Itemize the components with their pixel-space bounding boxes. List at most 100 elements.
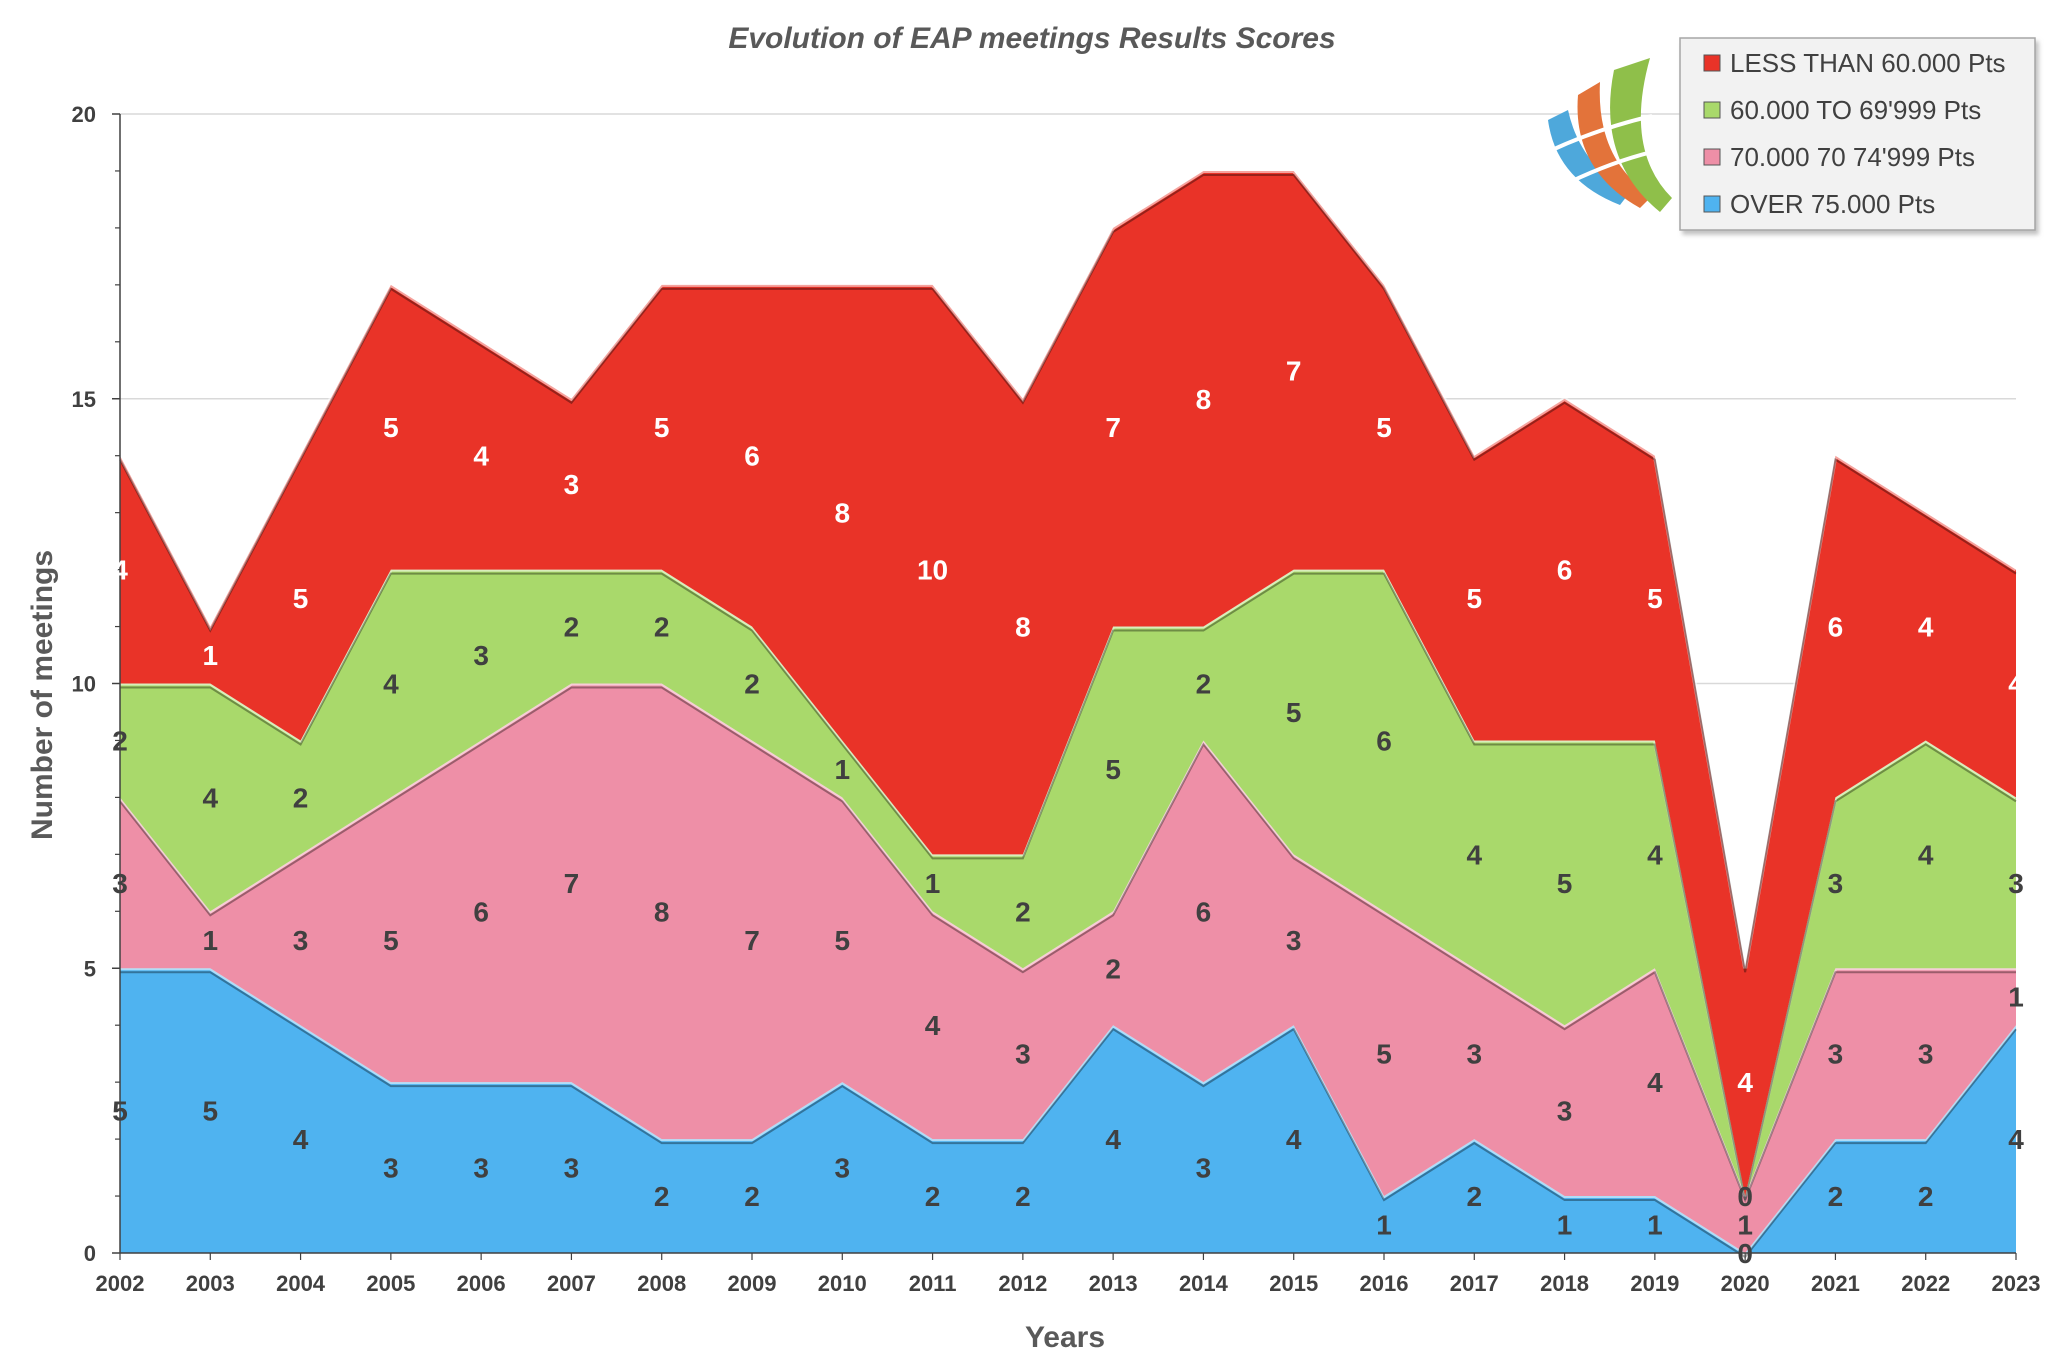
legend-label: 70.000 70 74'999 Pts [1730, 142, 1975, 172]
data-label-series-0: 3 [383, 1153, 399, 1184]
x-tick-label: 2023 [1992, 1271, 2041, 1296]
legend-swatch [1703, 101, 1721, 119]
data-label-series-1: 8 [654, 896, 670, 927]
data-label-series-0: 4 [2008, 1124, 2024, 1155]
data-label-series-0: 2 [1015, 1181, 1031, 1212]
logo-arc-orange [1577, 82, 1652, 208]
data-label-series-3: 5 [1466, 583, 1482, 614]
y-tick-label: 0 [84, 1241, 96, 1266]
area-edge-3 [119, 173, 2017, 973]
data-label-series-3: 7 [1286, 355, 1302, 386]
eap-logo [1548, 58, 1672, 212]
area-highlight-3 [118, 168, 2018, 969]
data-label-series-1: 4 [925, 1010, 941, 1041]
axes [112, 113, 2017, 1260]
x-tick-label: 2002 [96, 1271, 145, 1296]
data-label-series-2: 2 [654, 612, 670, 643]
data-label-series-0: 1 [1647, 1210, 1663, 1241]
data-label-series-2: 1 [925, 868, 941, 899]
data-label-series-1: 6 [1196, 896, 1212, 927]
y-tick-label: 15 [72, 387, 96, 412]
data-label-series-3: 5 [1376, 412, 1392, 443]
data-label-series-2: 2 [744, 669, 760, 700]
x-tick-label: 2015 [1269, 1271, 1318, 1296]
data-label-series-2: 2 [112, 725, 128, 756]
data-label-series-3: 6 [1828, 612, 1844, 643]
data-label-series-0: 2 [1918, 1181, 1934, 1212]
data-label-series-3: 5 [383, 412, 399, 443]
data-label-series-3: 5 [293, 583, 309, 614]
x-tick-label: 2011 [909, 1271, 957, 1296]
data-label-series-0: 5 [112, 1096, 128, 1127]
data-label-series-0: 4 [293, 1124, 309, 1155]
data-label-series-2: 2 [564, 612, 580, 643]
data-label-series-2: 2 [1196, 669, 1212, 700]
data-label-series-1: 3 [1918, 1039, 1934, 1070]
legend-label: LESS THAN 60.000 Pts [1730, 48, 2006, 78]
legend-swatch [1703, 148, 1721, 166]
data-label-series-1: 3 [293, 925, 309, 956]
data-label-series-3: 4 [1737, 1067, 1753, 1098]
x-tick-label: 2017 [1450, 1271, 1499, 1296]
legend-label: 60.000 TO 69'999 Pts [1730, 95, 1981, 125]
data-label-series-2: 6 [1376, 725, 1392, 756]
data-label-series-3: 4 [473, 441, 489, 472]
area-edge-2 [120, 572, 2017, 1201]
x-tick-label: 2008 [637, 1271, 686, 1296]
data-label-series-2: 4 [383, 669, 399, 700]
data-label-series-3: 4 [112, 555, 128, 586]
data-label-series-3: 8 [834, 498, 850, 529]
x-tick-label: 2019 [1630, 1271, 1679, 1296]
data-label-series-3: 4 [1918, 612, 1934, 643]
data-label-series-1: 1 [1737, 1210, 1753, 1241]
legend-swatch [1703, 54, 1721, 72]
data-label-series-0: 3 [1196, 1153, 1212, 1184]
x-tick-label: 2020 [1721, 1271, 1770, 1296]
data-label-series-1: 4 [1647, 1067, 1663, 1098]
data-label-series-2: 3 [2008, 868, 2024, 899]
data-label-series-3: 6 [744, 441, 760, 472]
area-series-1 [120, 683, 2016, 1253]
x-tick-label: 2021 [1811, 1271, 1860, 1296]
data-label-series-2: 2 [293, 782, 309, 813]
data-label-series-1: 5 [1376, 1039, 1392, 1070]
data-label-series-3: 5 [654, 412, 670, 443]
logo-arc-green [1610, 58, 1672, 212]
data-label-series-0: 2 [925, 1181, 941, 1212]
data-label-series-0: 4 [1105, 1124, 1121, 1155]
data-label-series-1: 5 [834, 925, 850, 956]
data-label-series-1: 1 [2008, 982, 2024, 1013]
y-tick-label: 20 [72, 102, 96, 127]
data-label-series-2: 4 [1918, 839, 1934, 870]
x-tick-label: 2005 [366, 1271, 415, 1296]
data-label-series-1: 1 [202, 925, 218, 956]
data-label-series-1: 3 [1286, 925, 1302, 956]
data-label-series-1: 3 [112, 868, 128, 899]
y-tick-label: 10 [72, 672, 96, 697]
x-tick-label: 2009 [728, 1271, 777, 1296]
x-tick-label: 2014 [1179, 1271, 1229, 1296]
chart-title: Evolution of EAP meetings Results Scores [728, 22, 1335, 55]
data-label-series-1: 6 [473, 896, 489, 927]
y-tick-label: 5 [84, 956, 96, 981]
data-label-series-2: 2 [1015, 896, 1031, 927]
data-label-series-0: 5 [202, 1096, 218, 1127]
data-label-series-3: 8 [1196, 384, 1212, 415]
data-label-series-3: 3 [564, 469, 580, 500]
data-label-series-2: 0 [1737, 1181, 1753, 1212]
data-label-series-3: 10 [917, 555, 948, 586]
area-series-3 [120, 170, 2016, 1197]
data-label-series-2: 5 [1557, 868, 1573, 899]
data-label-series-3: 4 [2008, 669, 2024, 700]
x-tick-label: 2003 [186, 1271, 235, 1296]
data-label-series-1: 7 [744, 925, 760, 956]
data-label-series-1: 7 [564, 868, 580, 899]
data-label-series-3: 8 [1015, 612, 1031, 643]
data-label-series-0: 2 [1466, 1181, 1482, 1212]
data-label-series-0: 4 [1286, 1124, 1302, 1155]
x-axis-title: Years [1025, 1321, 1105, 1354]
data-label-series-2: 5 [1286, 697, 1302, 728]
data-label-series-3: 7 [1105, 412, 1121, 443]
data-label-series-1: 3 [1466, 1039, 1482, 1070]
